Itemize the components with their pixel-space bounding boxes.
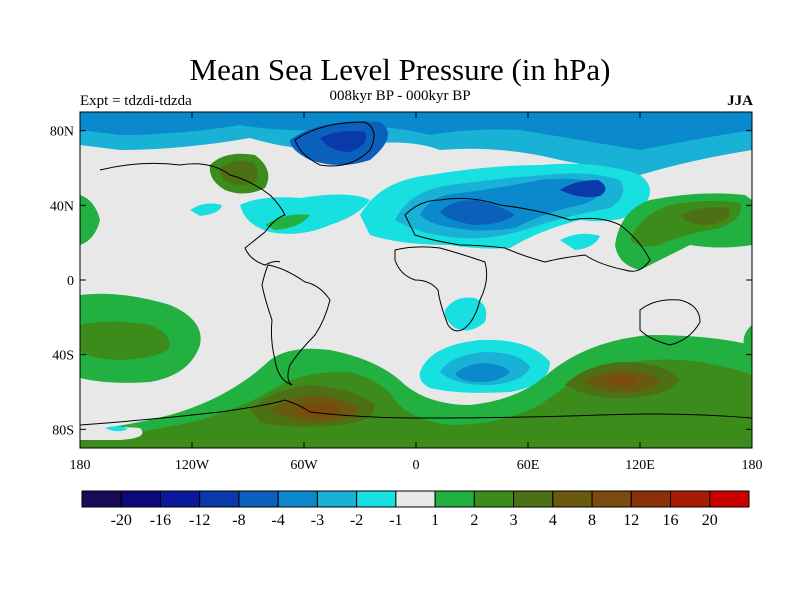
colorbar-label: 16 (663, 512, 679, 529)
coastline-antarctica (80, 399, 752, 426)
colorbar-swatch (199, 490, 240, 508)
greenland-neg-core (320, 130, 366, 152)
x-tick-label: 180 (742, 458, 763, 473)
colorbar-swatch (591, 490, 632, 508)
colorbar-label: -8 (232, 512, 245, 529)
colorbar-swatch (238, 490, 279, 508)
x-tick-label: 0 (413, 458, 420, 473)
colorbar-label: -12 (189, 512, 210, 529)
colorbar-swatch (434, 490, 475, 508)
europe-neg-core (440, 200, 515, 225)
south-pacific-pos-2 (80, 321, 170, 360)
colorbar-label: 8 (588, 512, 596, 529)
colorbar-swatch (316, 490, 358, 508)
atlantic-pos (265, 214, 310, 230)
colorbar-label: -4 (272, 512, 285, 529)
season-label: JJA (727, 93, 753, 109)
coastline-greenland (294, 121, 375, 167)
colorbar-label: 2 (470, 512, 478, 529)
coastline-north-america (99, 162, 286, 266)
coastline-eurasia (404, 197, 651, 272)
india-neg (560, 233, 600, 250)
colorbar-label: 1 (431, 512, 439, 529)
australia-pos-core (605, 374, 636, 386)
chart-subtitle: 008kyr BP - 000kyr BP (329, 88, 471, 104)
indian-ocean-neg-core (455, 363, 510, 382)
colorbar-label: 20 (702, 512, 718, 529)
x-tick-label: 120E (625, 458, 655, 473)
pacific-small-neg (190, 203, 222, 216)
coastlines (80, 121, 752, 426)
coastline-south-america (261, 264, 331, 386)
colorbar-swatch (356, 490, 397, 508)
colorbar-swatch (630, 490, 672, 508)
anomaly-fields (80, 112, 752, 448)
chart-title: Mean Sea Level Pressure (in hPa) (189, 52, 611, 87)
colorbar-swatch (81, 490, 122, 508)
east-edge-pos (743, 325, 752, 352)
colorbar-label: -16 (150, 512, 171, 529)
colorbar-label: 3 (510, 512, 518, 529)
antarctic-light-1 (80, 427, 143, 440)
antarctic-neg-1 (105, 426, 128, 432)
colorbar-label: -2 (350, 512, 363, 529)
y-tick-label: 40N (50, 199, 74, 214)
experiment-label: Expt = tdzdi-tdzda (80, 93, 192, 109)
colorbar-labels: -20 -16 -12 -8 -4 -3 -2 -1 1 2 3 4 8 12 16 20 (111, 512, 718, 529)
colorbar-swatch (709, 490, 750, 508)
y-tick-label: 80N (50, 125, 74, 140)
x-tick-label: 60W (290, 458, 318, 473)
colorbar-swatch (513, 490, 554, 508)
y-tick-label: 80S (52, 423, 74, 438)
hudson-pos-2 (219, 160, 258, 185)
colorbar-label: -1 (389, 512, 402, 529)
colorbar-swatch (277, 490, 318, 508)
east-asia-pos-3 (680, 207, 730, 225)
south-africa-neg (444, 297, 487, 331)
coastline-australia (639, 299, 701, 346)
x-tick-label: 60E (517, 458, 540, 473)
colorbar-swatch (552, 490, 593, 508)
y-tick-label: 40S (52, 349, 74, 364)
colorbar-swatch (473, 490, 515, 508)
coastline-africa (394, 246, 488, 332)
y-tick-label: 0 (67, 274, 74, 289)
colorbar-label: 12 (623, 512, 639, 529)
colorbar-swatch (159, 490, 201, 508)
arctic-negative-core (80, 112, 752, 150)
colorbar-swatch (670, 490, 711, 508)
siberia-neg-core (560, 180, 606, 198)
colorbar-swatch (120, 490, 161, 508)
colorbar-swatch (395, 490, 436, 508)
colorbar-label: -3 (311, 512, 324, 529)
colorbar-label: 4 (549, 512, 557, 529)
colorbar (81, 490, 750, 508)
x-tick-label: 120W (175, 458, 210, 473)
x-tick-label: 180 (70, 458, 91, 473)
tick-labels: 180 120W 60W 0 60E 120E 180 80N 40N 0 40S 80S (50, 125, 763, 473)
tick-marks (79, 112, 753, 448)
dateline-pos (80, 195, 100, 245)
colorbar-label: -20 (111, 512, 132, 529)
